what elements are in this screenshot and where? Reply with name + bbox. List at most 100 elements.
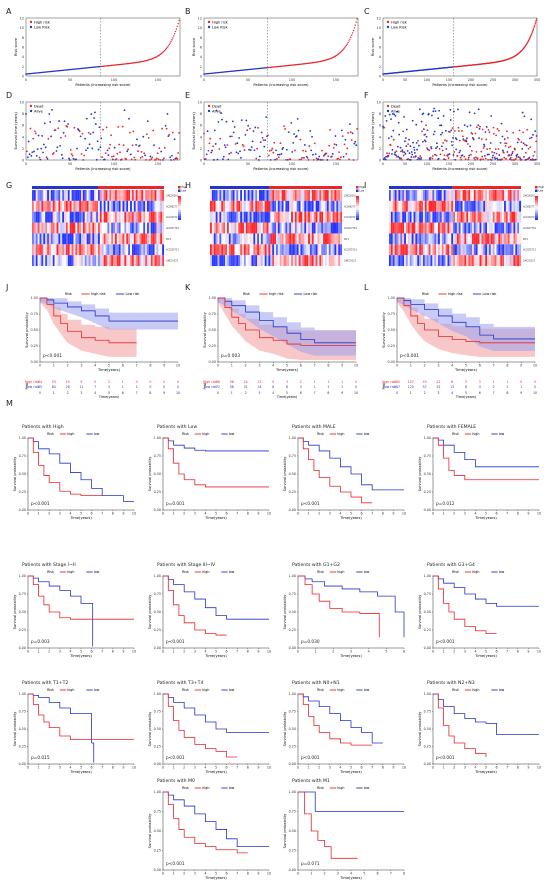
heatmap-cell <box>419 211 422 223</box>
km-plot-l: 0.000.250.500.751.000 1 2 3 4 5 6 7 8 9 10Time(yea… <box>382 292 537 399</box>
heatmap-cell <box>65 244 68 256</box>
heatmap-cell <box>434 200 437 212</box>
dead-point <box>475 150 478 153</box>
risk-point <box>177 22 179 25</box>
heatmap-cell <box>50 200 53 212</box>
heatmap-cell <box>464 244 467 256</box>
heatmap-cell <box>52 233 55 245</box>
alive-point <box>249 149 252 152</box>
heatmap-cell <box>219 211 222 223</box>
x-tick-label: 10 <box>132 765 136 769</box>
heatmap-cell <box>99 211 102 223</box>
heatmap-cell <box>232 211 235 223</box>
heatmap-cell <box>502 222 505 234</box>
heatmap-cell <box>260 255 263 267</box>
heatmap-cell <box>124 244 127 256</box>
dead-point <box>487 129 490 131</box>
heatmap-cell <box>118 255 121 267</box>
heatmap-cell <box>479 255 482 267</box>
km-plot-m7: 0.000.250.500.751.000 1 2 3 4 5 6Time(years)Su… <box>283 562 405 658</box>
heatmap-cell <box>458 233 461 245</box>
heatmap-cell <box>438 233 440 245</box>
heatmap-cell <box>81 200 83 212</box>
heatmap-cell <box>300 190 303 201</box>
dead-point <box>535 140 538 143</box>
heatmap-cell <box>101 244 104 256</box>
alive-point <box>530 118 533 121</box>
alive-point <box>431 114 433 117</box>
color-scale-step <box>178 202 181 205</box>
heatmap-cell <box>336 244 339 256</box>
heatmap-cell <box>421 200 423 212</box>
heatmap-cell <box>277 244 280 256</box>
dead-point <box>424 133 427 136</box>
heatmap-cell <box>94 233 97 245</box>
x-tick-label: 9 <box>527 511 529 515</box>
heatmap-cell <box>122 200 125 212</box>
ci-band-high <box>40 298 137 357</box>
heatmap-cell <box>98 200 100 212</box>
heatmap-cell <box>141 233 144 245</box>
risk-count-low: 3 <box>108 385 110 389</box>
dead-point <box>486 148 489 150</box>
heatmap-cell <box>156 200 159 212</box>
legend-title: Risk <box>422 292 429 296</box>
heatmap-cell <box>56 233 59 245</box>
heatmap-cell <box>67 244 70 256</box>
heatmap-cell <box>221 244 224 256</box>
dead-point <box>25 150 28 153</box>
y-tick-label: 4 <box>200 135 202 139</box>
heatmap-cell <box>439 255 442 267</box>
y-tick-label: 12 <box>20 17 24 21</box>
heatmap-cell <box>234 190 237 201</box>
x-tick-label: 150 <box>155 162 161 166</box>
heatmap-cell <box>447 200 450 212</box>
heatmap-cell <box>211 200 214 212</box>
heatmap-cell <box>456 211 459 223</box>
heatmap-cell <box>50 255 53 267</box>
heatmap-cell <box>300 222 303 234</box>
heatmap-cell <box>481 244 484 256</box>
heatmap-cell <box>308 190 310 201</box>
heatmap-cell <box>69 255 72 267</box>
heatmap-cell <box>407 233 410 245</box>
heatmap-cell <box>116 233 119 245</box>
heatmap-cell <box>340 200 343 212</box>
dead-point <box>438 148 441 150</box>
dead-point <box>312 158 315 161</box>
heatmap-cell <box>65 211 68 223</box>
heatmap-cell <box>47 255 50 267</box>
heatmap-cell <box>257 190 260 201</box>
risk-table-x-tick: 7 <box>136 391 138 395</box>
heatmap-cell <box>48 200 51 212</box>
heatmap-cell <box>453 190 456 201</box>
y-axis-label: Survival probability <box>148 711 152 747</box>
heatmap-cell <box>507 233 510 245</box>
dead-point <box>120 158 123 161</box>
heatmap-cell <box>39 233 42 245</box>
x-tick-label: 300 <box>512 78 518 82</box>
heatmap-cell <box>323 190 326 201</box>
heatmap-cell <box>92 211 95 223</box>
heatmap-cell <box>154 233 157 245</box>
heatmap-cell <box>481 211 484 223</box>
heatmap-cell <box>116 255 119 267</box>
heatmap-cell <box>338 211 341 223</box>
heatmap-cell <box>426 190 429 201</box>
risk-point <box>533 25 536 28</box>
heatmap-cell <box>430 190 433 201</box>
risk-count-low: 2 <box>493 385 495 389</box>
alive-point <box>410 156 413 158</box>
heatmap-cell <box>404 190 407 201</box>
dead-point <box>481 155 484 158</box>
heatmap-cell <box>426 222 429 234</box>
heatmap-cell <box>264 255 267 267</box>
x-tick-label: 2 <box>453 765 455 769</box>
heatmap-cell <box>243 211 246 223</box>
dead-point <box>249 127 251 130</box>
survival-curve-high <box>28 575 134 620</box>
risk-bar-low <box>210 186 270 189</box>
heatmap-cell <box>505 255 508 267</box>
